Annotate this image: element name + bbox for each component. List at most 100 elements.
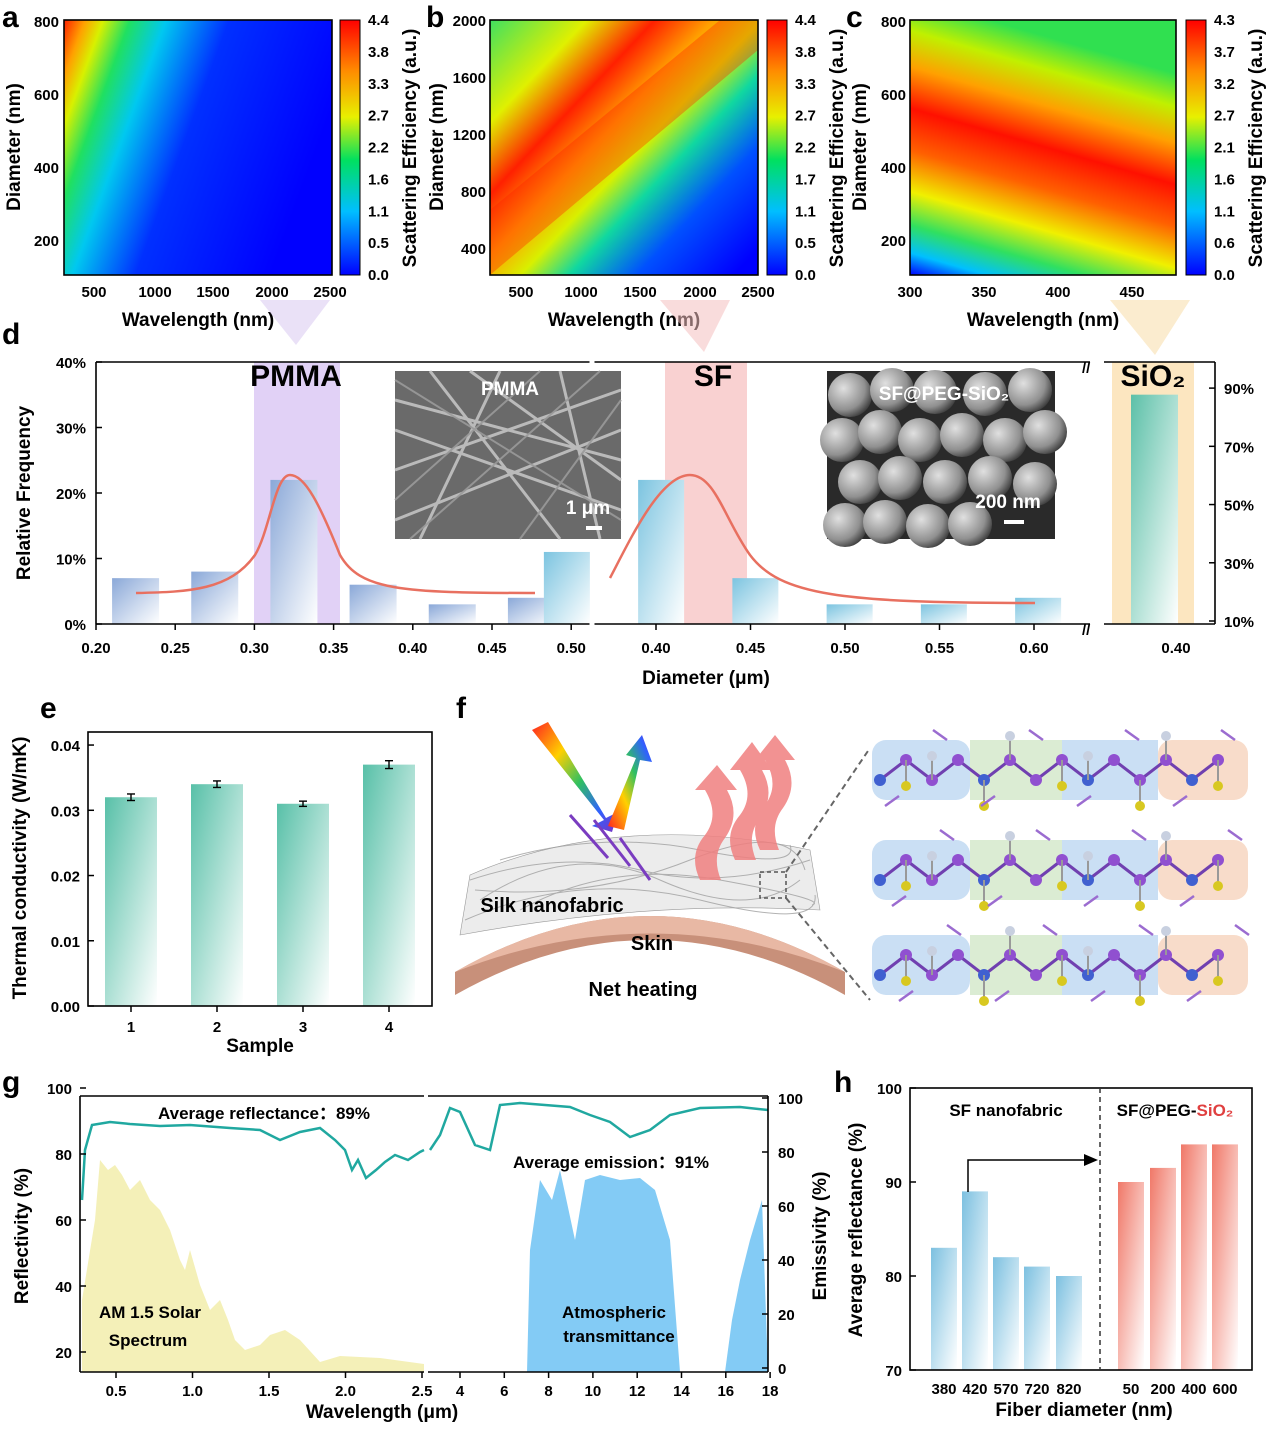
panel-label-g: g	[2, 1066, 20, 1099]
xtick-d-sf-1: 0.45	[736, 640, 765, 657]
colorbar-tick-2-7: 3.7	[1214, 44, 1235, 61]
atom	[952, 754, 964, 766]
xtick-g-left-0: 0.5	[106, 1383, 127, 1400]
colorbar-tick-2-3: 1.6	[1214, 171, 1235, 188]
ytick-g-right-0: 0	[778, 1361, 786, 1378]
atom	[1030, 874, 1042, 886]
sio2-sphere	[913, 370, 957, 414]
xtick-g-left-4: 2.5	[412, 1383, 433, 1400]
xtick-d-pmma-6: 0.50	[557, 640, 586, 657]
sio2-sphere	[1023, 410, 1067, 454]
emissivity-curve	[428, 1101, 769, 1152]
ylabel-c: Diameter (nm)	[850, 83, 871, 211]
atmospheric-transmittance-area	[527, 1170, 680, 1372]
xtick-g-right-5: 14	[673, 1383, 690, 1400]
ytick-a-1: 400	[34, 160, 59, 177]
heatmap-b	[490, 20, 758, 275]
xtick-g-right-7: 18	[762, 1383, 779, 1400]
panel-e-bar-chart: 1 2 3 4 0.00 0.01 0.02 0.03 0.04 Sample Thermal …	[10, 731, 433, 1057]
xtick-e-3: 4	[385, 1019, 394, 1036]
ylabel-h: Average reflectance (%)	[846, 1123, 867, 1338]
xtick-g-right-2: 8	[544, 1383, 552, 1400]
ytick-b-4: 2000	[453, 13, 486, 30]
sio2-sphere	[948, 502, 992, 546]
xtick-d-sio2: 0.40	[1161, 640, 1190, 657]
ytick-b-3: 1600	[453, 70, 486, 87]
ytick-e-3: 0.03	[51, 803, 80, 820]
xtick-h-1-0: 50	[1123, 1381, 1140, 1398]
bar-h-0-0	[931, 1247, 957, 1370]
colorbar-tick-0-8: 4.4	[368, 12, 390, 29]
ytick-e-2: 0.02	[51, 869, 80, 886]
ytick-b-0: 400	[461, 241, 486, 258]
heatmap-c	[910, 20, 1176, 275]
panel-label-e: e	[40, 692, 57, 725]
label-net-heating: Net heating	[589, 979, 698, 1001]
sio2-sphere	[820, 418, 864, 462]
bar-pmma-1	[191, 571, 239, 624]
xtick-d-sf-4: 0.60	[1019, 640, 1048, 657]
bar-sf-4	[920, 604, 967, 624]
ytick-d-left-4: 40%	[56, 355, 86, 372]
colorbar-tick-0-6: 3.3	[368, 76, 389, 93]
colorbar-tick-1-2: 1.1	[795, 203, 816, 220]
bar-h-0-2	[993, 1257, 1019, 1370]
sio2-sphere	[863, 500, 907, 544]
panel-label-f: f	[456, 692, 467, 725]
xlabel-b: Wavelength (nm)	[548, 310, 700, 331]
bar-sf-2	[732, 578, 779, 624]
xlabel-h: Fiber diameter (nm)	[995, 1400, 1172, 1421]
xtick-h-1-1: 200	[1150, 1381, 1175, 1398]
sio2-sphere	[878, 456, 922, 500]
ytick-d-left-0: 0%	[64, 617, 86, 634]
bar-sample-2	[191, 784, 243, 1006]
bar-h-1-0	[1118, 1182, 1144, 1370]
xtick-h-0-2: 570	[993, 1381, 1018, 1398]
ytick-c-2: 600	[881, 87, 906, 104]
scattered-arrows	[568, 814, 652, 881]
ytick-d-left-2: 20%	[56, 486, 86, 503]
ytick-g-right-4: 80	[778, 1145, 795, 1162]
bar-sio2	[1131, 394, 1178, 624]
sio2-sphere	[983, 418, 1027, 462]
xtick-d-sf-2: 0.50	[830, 640, 859, 657]
colorbar-tick-0-2: 1.1	[368, 203, 389, 220]
group-label-sf: SF nanofabric	[949, 1101, 1062, 1120]
bar-h-0-1	[962, 1191, 988, 1370]
ytick-b-2: 1200	[453, 127, 486, 144]
xtick-e-1: 2	[213, 1019, 221, 1036]
ytick-h-0: 70	[885, 1363, 902, 1380]
ytick-h-1: 80	[885, 1269, 902, 1286]
colorbar-tick-1-7: 3.8	[795, 44, 816, 61]
label-sio2: SiO₂	[1120, 360, 1185, 393]
inset-title-sio2: SF@PEG-SiO₂	[879, 384, 1009, 405]
ytick-d-left-3: 30%	[56, 421, 86, 438]
annot-solar-1: AM 1.5 Solar	[99, 1303, 201, 1322]
solar-spectrum-area	[82, 1160, 424, 1372]
atom	[874, 774, 886, 786]
xtick-a-4: 2500	[313, 284, 346, 301]
colorbar-label-b: Scattering Efficiency (a.u.)	[827, 29, 848, 268]
sio2-sphere	[1013, 462, 1057, 506]
bar-h-1-1	[1150, 1167, 1176, 1370]
sem-inset-sio2: SF@PEG-SiO₂ 200 nm	[820, 368, 1067, 548]
bar-sample-3	[277, 803, 329, 1006]
inset-title-pmma: PMMA	[481, 379, 539, 400]
ylabel-g-left: Reflectivity (%)	[12, 1168, 33, 1304]
annot-avg-emission: Average emission：91%	[513, 1153, 709, 1172]
xtick-b-3: 2000	[683, 284, 716, 301]
bar-h-1-3	[1212, 1144, 1238, 1370]
label-sf: SF	[694, 360, 732, 393]
atom	[952, 949, 964, 961]
colorbar-tick-1-0: 0.0	[795, 267, 816, 284]
xlabel-c: Wavelength (nm)	[967, 310, 1119, 331]
colorbar-tick-0-1: 0.5	[368, 235, 389, 252]
sio2-sphere	[923, 460, 967, 504]
ytick-d-right-2: 50%	[1224, 498, 1254, 515]
fit-curve-sf	[608, 473, 1036, 605]
atom	[1108, 949, 1120, 961]
atom	[1108, 754, 1120, 766]
heat-arrows	[695, 735, 795, 880]
panel-f-schematic: Silk nanofabric Skin Net heating	[455, 722, 1250, 1006]
